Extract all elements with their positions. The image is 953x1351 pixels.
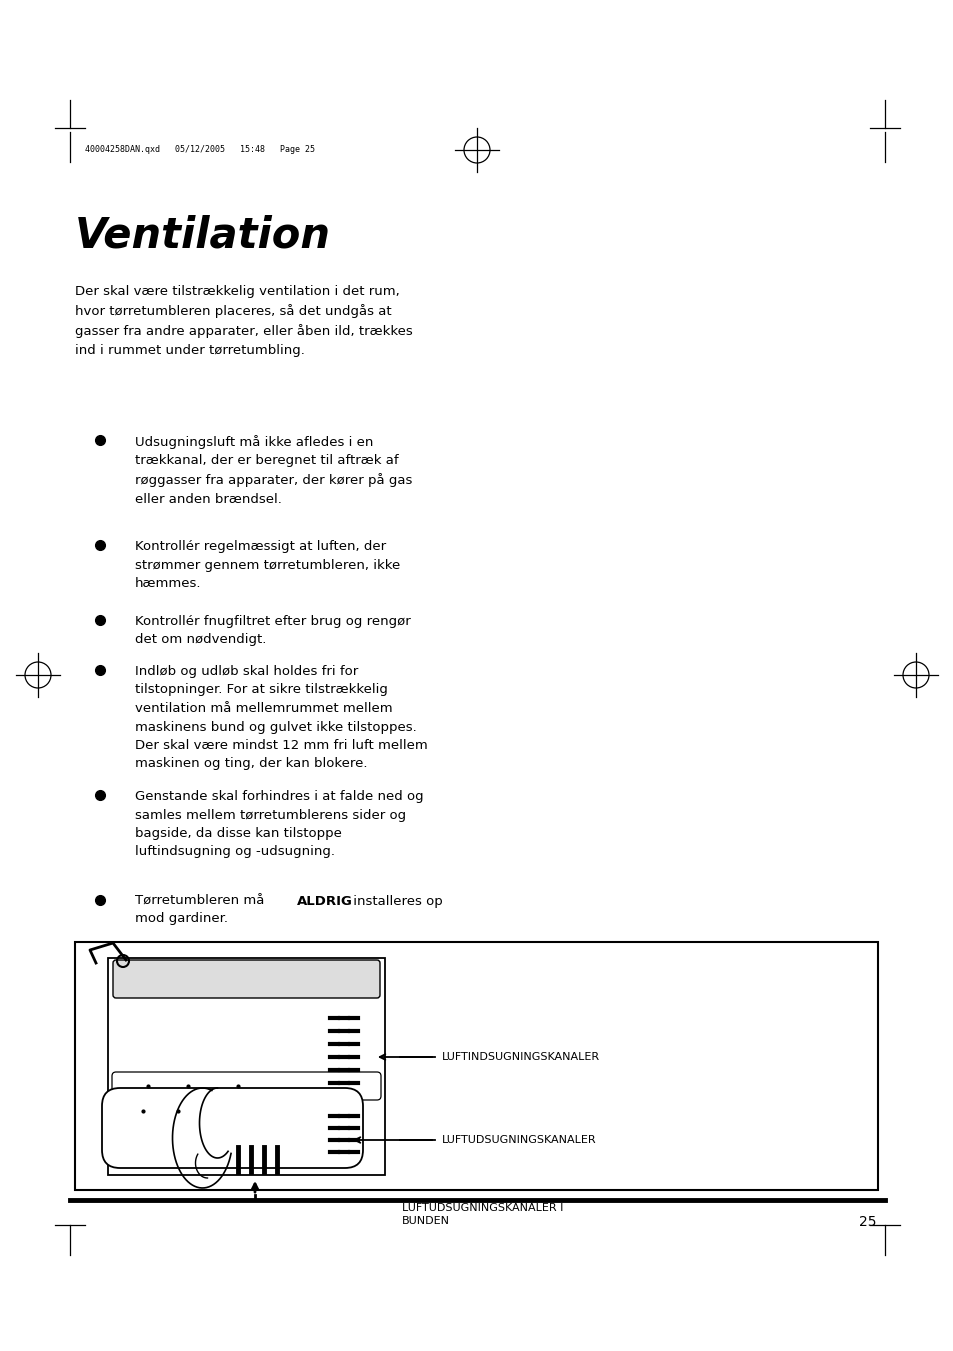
Bar	[108, 958, 385, 1175]
Text: Indløb og udløb skal holdes fri for
tilstopninger. For at sikre tilstrækkelig
ve: Indløb og udløb skal holdes fri for tils…	[135, 665, 427, 770]
Text: Tørretumbleren må: Tørretumbleren må	[135, 894, 269, 908]
Text: LUFTINDSUGNINGSKANALER: LUFTINDSUGNINGSKANALER	[441, 1052, 599, 1062]
Text: Kontrollér regelmæssigt at luften, der
strømmer gennem tørretumbleren, ikke
hæmm: Kontrollér regelmæssigt at luften, der s…	[135, 540, 400, 590]
FancyBboxPatch shape	[112, 1071, 380, 1100]
Text: Udsugningsluft må ikke afledes i en
trækkanal, der er beregnet til aftræk af
røg: Udsugningsluft må ikke afledes i en træk…	[135, 435, 412, 507]
Text: ALDRIG: ALDRIG	[296, 894, 353, 908]
FancyBboxPatch shape	[112, 961, 379, 998]
Text: 40004258DAN.qxd   05/12/2005   15:48   Page 25: 40004258DAN.qxd 05/12/2005 15:48 Page 25	[85, 146, 314, 154]
Text: Genstande skal forhindres i at falde ned og
samles mellem tørretumblerens sider : Genstande skal forhindres i at falde ned…	[135, 790, 423, 858]
Text: mod gardiner.: mod gardiner.	[135, 912, 228, 925]
Text: installeres op: installeres op	[349, 894, 442, 908]
Text: Der skal være tilstrækkelig ventilation i det rum,
hvor tørretumbleren placeres,: Der skal være tilstrækkelig ventilation …	[75, 285, 413, 357]
FancyBboxPatch shape	[102, 1088, 363, 1169]
Text: Ventilation: Ventilation	[75, 215, 331, 257]
Text: 25: 25	[859, 1215, 876, 1229]
Text: LUFTUDSUGNINGSKANALER: LUFTUDSUGNINGSKANALER	[441, 1135, 596, 1146]
Bar	[75, 942, 877, 1190]
Text: Kontrollér fnugfiltret efter brug og rengør
det om nødvendigt.: Kontrollér fnugfiltret efter brug og ren…	[135, 615, 411, 647]
Text: LUFTUDSUGNINGSKANALER I
BUNDEN: LUFTUDSUGNINGSKANALER I BUNDEN	[401, 1202, 563, 1227]
